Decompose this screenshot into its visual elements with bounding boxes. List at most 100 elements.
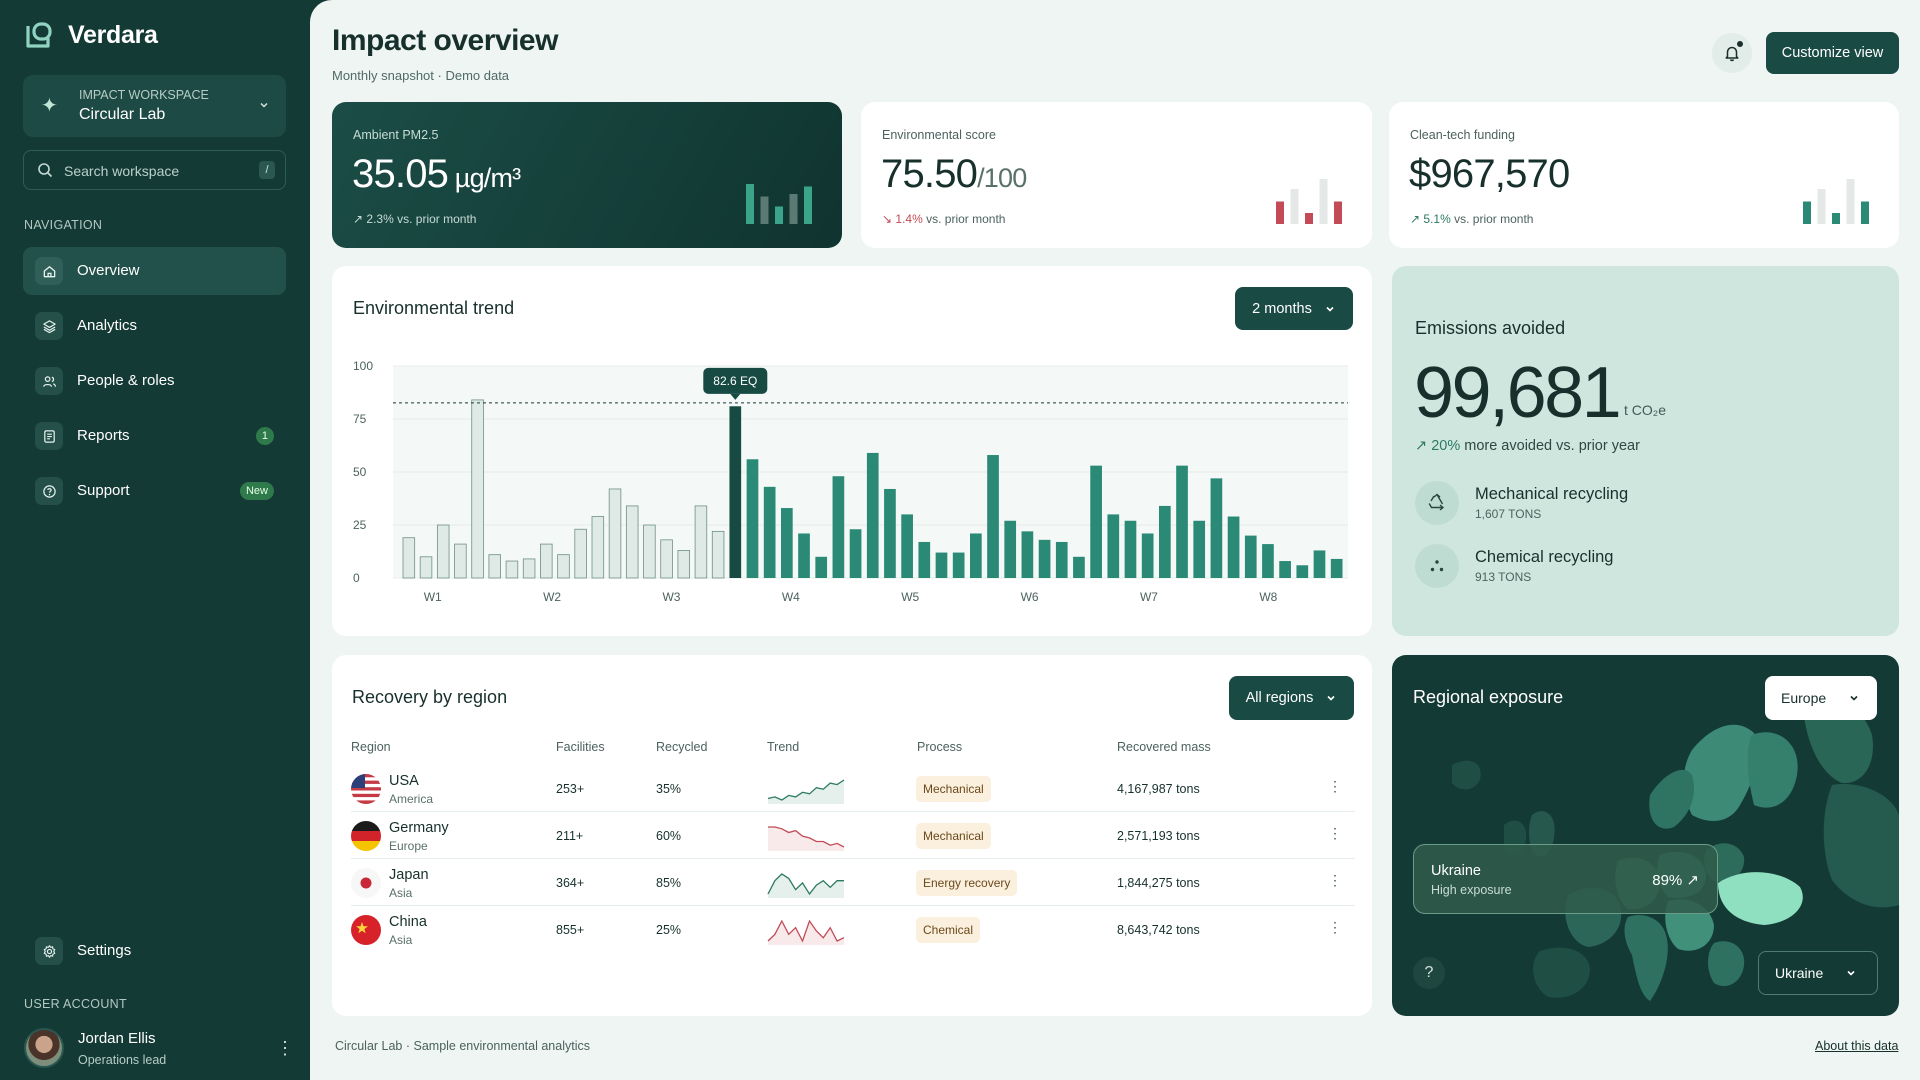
page-title: Impact overview — [332, 24, 558, 57]
range-select-label: 2 months — [1252, 300, 1312, 317]
sparkline-line — [767, 919, 845, 943]
range-select[interactable]: 2 months — [1235, 287, 1353, 330]
notifications-button[interactable] — [1712, 33, 1752, 73]
home-icon — [35, 257, 63, 285]
map-region-italy — [1624, 915, 1668, 1001]
trend-title: Environmental trend — [353, 298, 515, 318]
region-select[interactable]: Europe — [1765, 676, 1877, 720]
tooltip-percentage: 89% ↗ — [1652, 872, 1699, 889]
footer-text: Circular Lab · Sample environmental anal… — [335, 1039, 590, 1053]
trend-bar — [1210, 478, 1223, 578]
kpi-mini-bar — [1861, 201, 1869, 224]
kpi-mini-bar — [1276, 201, 1284, 224]
tooltip-country: Ukraine — [1431, 863, 1481, 879]
search-input[interactable] — [64, 160, 234, 182]
table-row[interactable]: USA America 253+ 35% Mechanical 4,167,98… — [351, 765, 1355, 812]
help-icon[interactable]: ? — [1413, 957, 1445, 989]
kpi-card-pm25: Ambient PM2.5 35.05 µg/m³ ↗ 2.3% vs. pri… — [332, 102, 842, 248]
trend-bar — [608, 488, 622, 579]
facilities-value: 211+ — [556, 829, 584, 843]
emissions-avoided-card: Emissions avoided 99,681 t CO₂e ↗ 20% mo… — [1392, 266, 1899, 636]
table-row[interactable]: China Asia 855+ 25% Chemical 8,643,742 t… — [351, 906, 1355, 953]
trend-bar — [763, 486, 776, 578]
row-more-icon[interactable]: ⋮ — [1328, 872, 1342, 888]
process-badge: Mechanical — [916, 823, 991, 849]
trend-bar — [1244, 535, 1257, 578]
trend-tooltip-pointer — [730, 393, 741, 400]
recovery-title: Recovery by region — [352, 687, 508, 707]
help-circle-icon — [35, 477, 63, 505]
row-more-icon[interactable]: ⋮ — [1328, 778, 1342, 794]
page-subtitle: Monthly snapshot · Demo data — [332, 68, 510, 83]
about-data-link[interactable]: About this data — [1815, 1039, 1899, 1053]
trend-bar — [1107, 514, 1120, 578]
trend-bar — [866, 452, 879, 578]
trend-bar — [815, 556, 828, 578]
chevron-down-icon — [1327, 695, 1335, 701]
sidebar-item-settings[interactable]: Settings — [23, 927, 286, 975]
trend-bar — [436, 524, 450, 579]
trend-up-icon: ↗ — [1410, 212, 1421, 226]
row-more-icon[interactable]: ⋮ — [1328, 825, 1342, 841]
main-content: Impact overview Monthly snapshot · Demo … — [310, 0, 1920, 1080]
avatar — [24, 1028, 64, 1068]
trend-bar — [935, 552, 948, 578]
more-vertical-icon[interactable]: ⋮ — [276, 1038, 294, 1058]
x-tick-label: W3 — [662, 590, 680, 604]
nav-section-label: NAVIGATION — [24, 218, 103, 232]
customize-view-button[interactable]: Customize view — [1766, 32, 1899, 74]
row-more-icon[interactable]: ⋮ — [1328, 919, 1342, 935]
regional-exposure-title: Regional exposure — [1413, 687, 1564, 707]
regional-exposure-card: Regional exposure Europe Ukraine High ex… — [1392, 655, 1899, 1016]
sidebar-item-support[interactable]: Support New — [23, 467, 286, 515]
sparkline-area — [768, 827, 844, 851]
sparkline-line — [767, 873, 844, 896]
trend-bar — [557, 554, 570, 579]
map-region-greece — [1708, 941, 1745, 987]
emissions-item-name: Chemical recycling — [1475, 548, 1614, 566]
x-tick-label: W5 — [901, 590, 919, 604]
x-tick-label: W7 — [1140, 590, 1158, 604]
table-row[interactable]: Germany Europe 211+ 60% Mechanical 2,571… — [351, 812, 1355, 859]
trend-bar — [419, 556, 433, 579]
trend-bar — [540, 543, 553, 579]
kpi-mini-bar — [775, 206, 783, 224]
brand[interactable]: Verdara — [24, 20, 158, 50]
region-name: Japan — [389, 867, 429, 883]
sidebar-item-analytics[interactable]: Analytics — [23, 302, 286, 350]
sidebar-item-reports[interactable]: Reports 1 — [23, 412, 286, 460]
workspace-switcher[interactable]: ✦ IMPACT WORKSPACE Circular Lab — [23, 75, 286, 137]
emissions-item-mechanical: Mechanical recycling 1,607 TONS — [1415, 481, 1815, 527]
sidebar-item-people[interactable]: People & roles — [23, 357, 286, 405]
trend-bar — [1090, 465, 1102, 578]
recovered-mass-value: 4,167,987 tons — [1117, 782, 1200, 796]
trend-bar — [402, 537, 416, 579]
kpi-delta: ↗ 5.1% vs. prior month — [1410, 212, 1534, 226]
country-select[interactable]: Ukraine — [1758, 951, 1878, 995]
kpi-delta: ↗ 2.3% vs. prior month — [353, 212, 477, 226]
map-tooltip: Ukraine High exposure 89% ↗ — [1413, 844, 1718, 914]
kpi-mini-bar — [789, 194, 798, 224]
kpi-value: 35.05 µg/m³ — [352, 152, 521, 196]
table-row[interactable]: Japan Asia 364+ 85% Energy recovery 1,84… — [351, 859, 1355, 906]
sidebar-item-overview[interactable]: Overview — [23, 247, 286, 295]
kpi-mini-bar — [804, 186, 812, 224]
region-continent: Asia — [389, 933, 413, 947]
kpi-label: Environmental score — [882, 128, 996, 142]
sparkline-area — [768, 921, 844, 945]
trend-tooltip-box — [703, 367, 768, 394]
sparkle-icon: ✦ — [41, 95, 58, 117]
region-filter-select[interactable]: All regions — [1229, 676, 1354, 720]
trend-bar — [643, 524, 656, 579]
kpi-value: $967,570 — [1409, 152, 1570, 196]
environmental-trend-chart: 0 25 50 75 100 82.6 EQ W1 W2 W3 W4 W5 W6 W7 W8 — [353, 359, 1348, 604]
user-account[interactable]: Jordan Ellis Operations lead ⋮ — [24, 1024, 294, 1072]
y-tick-label: 0 — [353, 571, 360, 585]
trend-bar — [1296, 565, 1309, 578]
trend-bar — [1193, 520, 1206, 578]
trend-bar — [488, 554, 501, 579]
region-name: China — [389, 914, 427, 930]
gear-icon — [35, 937, 63, 965]
trend-sparkline — [768, 826, 845, 851]
y-tick-label: 100 — [353, 359, 373, 373]
